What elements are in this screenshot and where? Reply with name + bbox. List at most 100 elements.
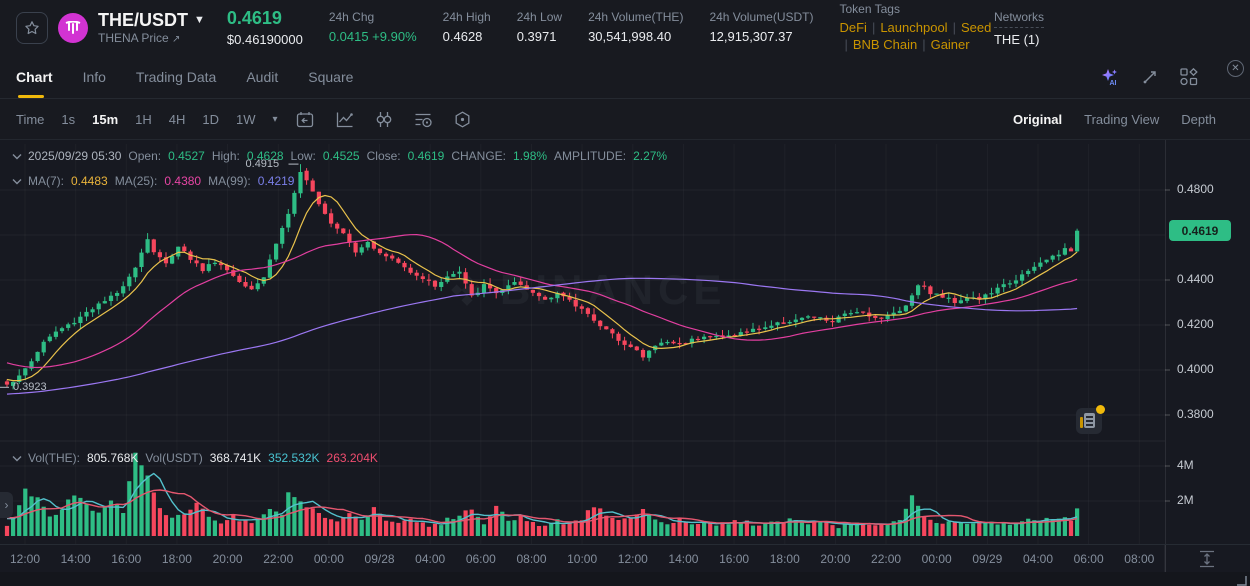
- collapse-chevron-icon[interactable]: [12, 178, 22, 185]
- time-tick-label: 12:00: [617, 552, 648, 566]
- tab-info[interactable]: Info: [82, 69, 106, 85]
- vol-the-value: 805.768K: [87, 451, 139, 465]
- time-tick-label: 09/28: [364, 552, 395, 566]
- panel-expander[interactable]: ›: [0, 492, 13, 518]
- bottom-strip: [0, 572, 1250, 586]
- time-tick-label: 08:00: [1124, 552, 1155, 566]
- stat-24h-chg: 24h Chg 0.0415 +9.90%: [328, 10, 417, 44]
- ma99-value: 0.4219: [257, 174, 295, 188]
- price-axis[interactable]: 0.4800 0.4400 0.4200 0.4000 0.3800 4M 2M 0.4619: [1165, 140, 1250, 572]
- indicators-icon[interactable]: [414, 111, 432, 128]
- tab-square[interactable]: Square: [308, 69, 354, 85]
- axis-scale-icon[interactable]: [1196, 549, 1218, 574]
- binance-logo-icon: [451, 274, 483, 306]
- time-tick-label: 18:00: [769, 552, 800, 566]
- volume-tick-label: 2M: [1177, 493, 1194, 507]
- interval-1w[interactable]: 1W: [236, 111, 256, 127]
- interval-1d[interactable]: 1D: [202, 111, 220, 127]
- expand-icon[interactable]: [1142, 69, 1158, 85]
- tag-bnb-chain[interactable]: BNB Chain: [839, 37, 917, 54]
- chevron-down-icon: ▼: [194, 13, 205, 26]
- star-icon: [25, 21, 39, 35]
- time-tick-label: 04:00: [1022, 552, 1054, 566]
- high-price-label: 0.4915: [245, 158, 280, 171]
- networks-info: Networks THE (1): [993, 7, 1044, 49]
- close-icon[interactable]: ✕: [1227, 60, 1244, 77]
- time-tick-label: 18:00: [161, 552, 192, 566]
- time-tick-label: 20:00: [212, 552, 243, 566]
- resize-corner-handle[interactable]: [1236, 573, 1247, 586]
- time-tick-label: 00:00: [313, 552, 344, 566]
- tag-gainer[interactable]: Gainer: [917, 37, 970, 54]
- tab-audit[interactable]: Audit: [246, 69, 279, 85]
- mode-depth[interactable]: Depth: [1181, 111, 1216, 127]
- tag-seed[interactable]: Seed: [948, 20, 991, 37]
- stat-24h-volume-base: 24h Volume(THE) 30,541,998.40: [588, 10, 684, 44]
- networks-value: THE (1): [993, 32, 1040, 48]
- stat-24h-volume-quote: 24h Volume(USDT) 12,915,307.37: [709, 10, 814, 44]
- calendar-restore-icon[interactable]: [296, 111, 314, 128]
- low-price-label: 0.3923: [13, 381, 47, 394]
- time-tick-label: 06:00: [465, 552, 496, 566]
- thena-token-logo: [58, 13, 88, 43]
- notification-dot: [1096, 405, 1105, 414]
- tab-trading-data[interactable]: Trading Data: [135, 69, 217, 85]
- candle-high: 0.4628: [246, 149, 284, 163]
- time-tick-label: 12:00: [9, 552, 41, 566]
- time-tick-label: 10:00: [567, 552, 598, 566]
- mode-trading-view[interactable]: Trading View: [1084, 111, 1160, 127]
- tag-defi[interactable]: DeFi: [839, 20, 867, 36]
- token-tags: Token Tags DeFi Launchpool Seed BNB Chai…: [839, 2, 994, 54]
- tag-launchpool[interactable]: Launchpool: [867, 20, 947, 37]
- time-tick-label: 20:00: [820, 552, 851, 566]
- collapse-chevron-icon[interactable]: [12, 455, 22, 462]
- time-tick-label: 08:00: [516, 552, 547, 566]
- time-tick-label: 09/29: [972, 552, 1003, 566]
- candle-amplitude: 2.27%: [633, 149, 668, 163]
- candle-open: 0.4527: [168, 149, 205, 163]
- vol-ma-slow-value: 263.204K: [326, 451, 378, 465]
- compare-candles-icon[interactable]: [376, 111, 392, 128]
- interval-time[interactable]: Time: [16, 111, 45, 127]
- news-widget-icon[interactable]: [1076, 405, 1105, 434]
- price-tick-label: 0.3800: [1177, 407, 1214, 421]
- volume-tick-label: 4M: [1177, 458, 1194, 472]
- ai-assistant-icon[interactable]: AI: [1100, 68, 1120, 86]
- time-tick-label: 04:00: [415, 552, 446, 566]
- interval-4h[interactable]: 4H: [168, 111, 186, 127]
- pair-price-link[interactable]: THENA Price ↗: [98, 31, 181, 46]
- chart-toolbar: Time 1s 15m 1H 4H 1D 1W ▾ Original Tradi…: [0, 99, 1250, 140]
- collapse-chevron-icon[interactable]: [12, 153, 22, 160]
- chart-style-icon[interactable]: [336, 111, 354, 128]
- time-tick-label: 16:00: [111, 552, 142, 566]
- networks-label[interactable]: Networks: [993, 10, 1044, 29]
- layout-grid-icon[interactable]: [1180, 68, 1198, 86]
- chart-settings-gear-icon[interactable]: [454, 110, 471, 128]
- time-axis[interactable]: 12:00 14:00 16:00 18:00 20:00 22:00 00:00 09/28…: [0, 544, 1250, 572]
- pair-selector[interactable]: THE/USDT ▼: [98, 10, 205, 31]
- chart-area: BINANCE 2025/09/29 05:30 Open: 0.4527 Hig…: [0, 140, 1250, 586]
- mode-original[interactable]: Original: [1013, 111, 1063, 127]
- time-tick-label: 00:00: [921, 552, 952, 566]
- tab-chart[interactable]: Chart: [16, 56, 53, 98]
- price-tick-label: 0.4000: [1177, 362, 1214, 376]
- thena-symbol-icon: [65, 21, 81, 34]
- vol-ma-fast-value: 352.532K: [268, 451, 320, 465]
- interval-1s[interactable]: 1s: [61, 111, 76, 127]
- pair-name: THE/USDT: [98, 9, 188, 30]
- stat-24h-high: 24h High 0.4628: [442, 10, 491, 44]
- price-tick-label: 0.4200: [1177, 317, 1214, 331]
- candle-datetime: 2025/09/29 05:30: [28, 149, 122, 163]
- time-tick-label: 14:00: [60, 552, 91, 566]
- interval-15m[interactable]: 15m: [92, 111, 119, 127]
- time-tick-label: 22:00: [871, 552, 902, 566]
- external-link-icon: ↗: [172, 34, 181, 46]
- time-tick-label: 14:00: [668, 552, 699, 566]
- interval-more-caret-icon[interactable]: ▾: [272, 113, 278, 125]
- candle-low: 0.4525: [322, 149, 360, 163]
- favorite-button[interactable]: [16, 12, 48, 44]
- candlestick-chart-canvas[interactable]: [0, 140, 1250, 586]
- interval-1h[interactable]: 1H: [135, 111, 152, 127]
- last-price: 0.4619: [226, 8, 282, 29]
- time-tick-label: 22:00: [263, 552, 294, 566]
